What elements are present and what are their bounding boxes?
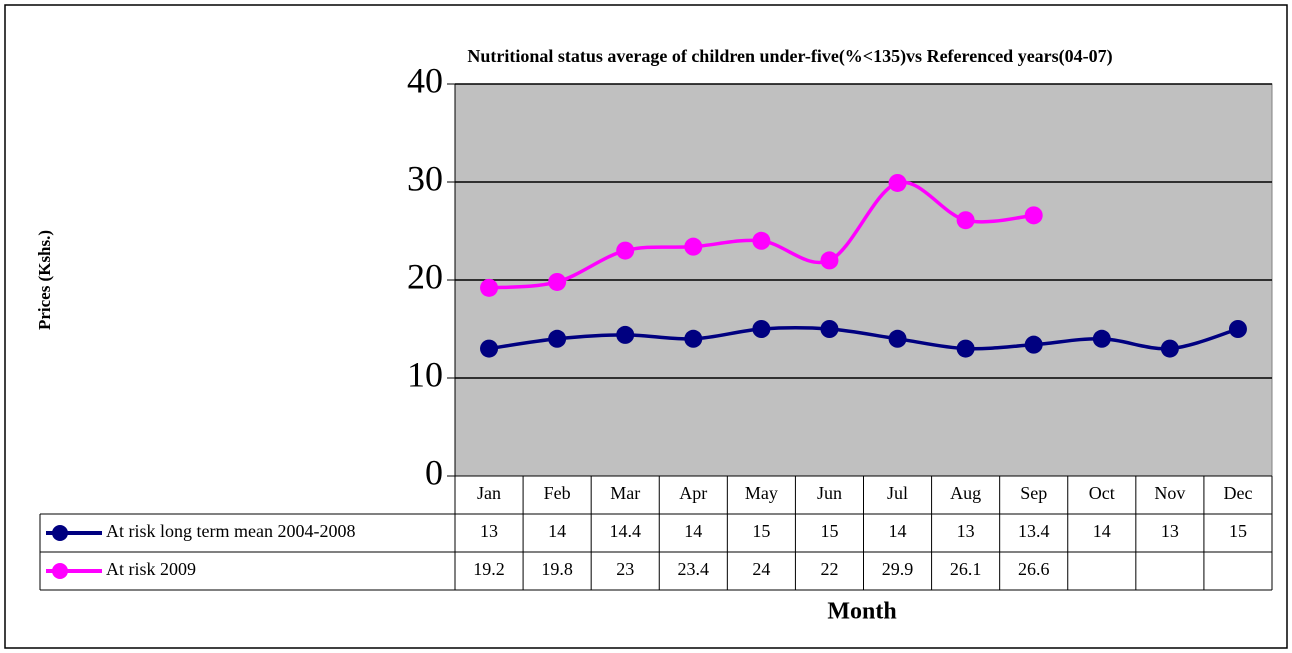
point [1228,320,1247,338]
point [684,329,703,348]
x-tick-label: Jul [887,483,908,503]
table-value: 13.4 [1018,521,1050,541]
table-value: 15 [820,521,838,541]
point [820,251,839,270]
table-value: 23.4 [678,559,710,579]
x-tick-label: Aug [950,483,981,503]
point [548,272,567,291]
table-value: 14 [889,521,907,541]
x-tick-label: Feb [544,483,571,503]
point [820,320,839,338]
y-tick-label: 20 [407,256,443,296]
y-tick-label: 10 [407,354,443,394]
y-tick-label: 30 [407,158,443,198]
table-value: 19.2 [473,559,505,579]
table-value: 19.8 [541,559,573,579]
x-tick-label: Sep [1020,483,1047,503]
x-tick-label: Oct [1089,483,1115,503]
x-tick-label: Jun [817,483,842,503]
point [956,339,975,358]
table-value: 15 [1229,521,1247,541]
table-value: 15 [752,521,770,541]
point [616,325,635,344]
table-value: 14.4 [609,521,641,541]
point [956,211,975,230]
table-value: 14 [548,521,566,541]
legend-label: At risk 2009 [106,559,196,579]
point [888,329,907,348]
point [480,339,499,358]
point [752,320,771,338]
table-value: 22 [820,559,838,579]
legend-marker [52,563,68,579]
legend-label: At risk long term mean 2004-2008 [106,521,355,541]
y-tick-label: 0 [425,452,443,492]
table-value: 13 [957,521,975,541]
point [548,329,567,348]
table-value: 23 [616,559,634,579]
point [1024,335,1043,354]
point [888,173,907,192]
table-value: 26.6 [1018,559,1050,579]
x-tick-label: Nov [1154,483,1185,503]
table-value: 29.9 [882,559,914,579]
y-axis-label: Prices (Kshs.) [35,230,54,330]
table-value: 24 [752,559,770,579]
legend-marker [52,525,68,541]
x-tick-label: Dec [1223,483,1252,503]
chart-title: Nutritional status average of children u… [467,46,1112,67]
table-value: 13 [480,521,498,541]
table-value: 14 [1093,521,1111,541]
x-tick-label: Mar [610,483,640,503]
x-tick-label: Jan [477,483,501,503]
point [752,231,771,250]
table-value: 14 [684,521,702,541]
point [1024,206,1043,225]
point [616,241,635,260]
point [684,237,703,256]
x-tick-label: May [745,483,778,503]
point [1160,339,1179,358]
x-tick-label: Apr [679,483,707,503]
y-tick-label: 40 [407,60,443,100]
point [480,278,499,297]
x-axis-label: Month [827,599,896,625]
point [1092,329,1111,348]
table-value: 13 [1161,521,1179,541]
table-value: 26.1 [950,559,982,579]
